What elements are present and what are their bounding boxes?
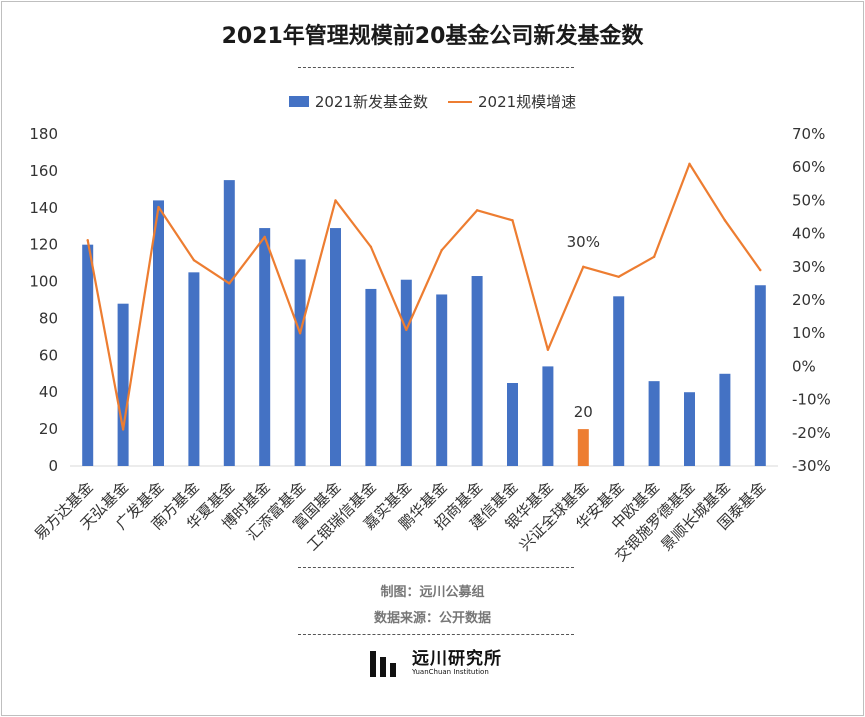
bar xyxy=(400,279,412,466)
line-point xyxy=(157,205,160,209)
bar xyxy=(471,276,483,466)
legend-line-label: 2021规模增速 xyxy=(478,93,577,111)
line-point xyxy=(405,328,408,332)
y-right-tick-label: 0% xyxy=(792,357,816,375)
y-left-tick-label: 40 xyxy=(39,383,58,401)
legend-item-line: 2021规模增速 xyxy=(448,91,576,112)
y-right-tick-label: -30% xyxy=(792,457,831,475)
bar xyxy=(259,228,271,466)
line-point xyxy=(121,428,125,431)
y-left-tick-label: 100 xyxy=(29,273,58,291)
y-left-tick-label: 180 xyxy=(29,125,58,143)
line-point xyxy=(546,348,550,351)
chart-title: 2021年管理规模前20基金公司新发基金数 xyxy=(221,24,644,49)
line-point xyxy=(617,275,620,278)
line-point xyxy=(228,282,231,285)
bar xyxy=(82,244,94,466)
footer-divider-bottom xyxy=(298,634,574,635)
y-right-tick-label: -20% xyxy=(792,424,831,442)
logo-text-cn: 远川研究所 xyxy=(412,649,502,669)
line-point xyxy=(582,265,585,268)
line-point xyxy=(334,199,337,202)
bar xyxy=(684,392,695,466)
legend-bar-label: 2021新发基金数 xyxy=(314,93,428,111)
growth-line xyxy=(86,162,762,431)
y-right-tick-label: 40% xyxy=(792,225,825,243)
y-left-tick-label: 120 xyxy=(29,236,58,254)
bar xyxy=(648,381,660,466)
bar xyxy=(613,296,625,466)
line-point xyxy=(723,219,727,222)
legend-bar-swatch xyxy=(288,96,309,107)
line-point xyxy=(298,332,302,335)
y-left-tick-label: 160 xyxy=(29,162,58,180)
bar xyxy=(542,366,554,466)
line-point xyxy=(440,249,443,252)
bar xyxy=(507,383,518,466)
line-point xyxy=(192,258,196,262)
logo-mark-icon xyxy=(370,650,404,677)
line-point xyxy=(369,245,373,249)
made-by-note: 制图：远川公募组 xyxy=(380,585,485,600)
bar xyxy=(436,294,448,466)
title-divider xyxy=(298,67,574,68)
bar xyxy=(223,180,235,466)
y-left-tick-label: 0 xyxy=(48,457,58,475)
y-right-tick-label: 50% xyxy=(792,191,825,209)
bar xyxy=(577,429,589,466)
y-right-tick-label: 10% xyxy=(792,324,825,342)
y-right-tick-label: 60% xyxy=(792,158,825,176)
y-left-tick-label: 60 xyxy=(39,346,58,364)
line-point xyxy=(759,268,762,272)
legend-item-bar: 2021新发基金数 xyxy=(288,91,428,112)
bar xyxy=(188,272,200,466)
logo: 远川研究所 YuanChuan Institution xyxy=(370,650,502,677)
bar xyxy=(330,228,341,466)
bar xyxy=(294,259,306,466)
line-point xyxy=(688,162,691,166)
y-right-tick-label: 30% xyxy=(792,258,825,276)
line-point xyxy=(511,219,514,222)
bar xyxy=(117,303,129,466)
bar xyxy=(365,288,377,466)
bar xyxy=(153,200,164,466)
bar xyxy=(754,285,766,466)
y-right-tick-label: -10% xyxy=(792,391,831,409)
y-left-tick-label: 80 xyxy=(39,309,58,327)
logo-text-en: YuanChuan Institution xyxy=(412,668,489,676)
y-left-tick-label: 20 xyxy=(39,420,58,438)
source-note: 数据来源：公开数据 xyxy=(373,611,491,626)
bar-data-label: 20 xyxy=(574,403,593,421)
line-data-label: 30% xyxy=(567,233,600,251)
footer-divider-top xyxy=(298,567,574,568)
line-point xyxy=(475,209,479,212)
line-point xyxy=(86,239,89,242)
line-point xyxy=(263,235,266,239)
y-left-tick-label: 140 xyxy=(29,199,58,217)
y-right-tick-label: 70% xyxy=(792,125,825,143)
bar xyxy=(719,373,731,466)
line-point xyxy=(652,255,656,259)
y-right-tick-label: 20% xyxy=(792,291,825,309)
legend-line-swatch xyxy=(448,100,472,103)
legend: 2021新发基金数 2021规模增速 xyxy=(0,91,865,112)
